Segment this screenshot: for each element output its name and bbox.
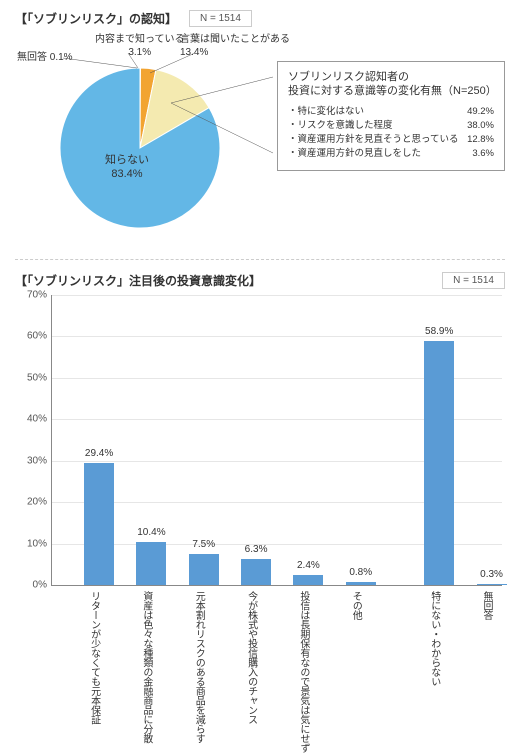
y-tick: 0% bbox=[15, 580, 47, 591]
bar bbox=[477, 584, 507, 585]
divider bbox=[15, 259, 505, 260]
bar-value-label: 58.9% bbox=[425, 326, 453, 337]
x-label: 今が株式や投信購入のチャンス bbox=[245, 591, 257, 724]
y-tick: 50% bbox=[15, 372, 47, 383]
pie-svg bbox=[55, 63, 225, 233]
callout-row: ・リスクを意識した程度38.0% bbox=[288, 119, 494, 133]
y-tick: 60% bbox=[15, 331, 47, 342]
callout-row: ・資産運用方針を見直そうと思っている12.8% bbox=[288, 133, 494, 147]
bar-plot: 29.4% 10.4% 7.5% 6.3% 2.4% 0.8% 58.9% 0.3% bbox=[51, 295, 502, 586]
x-label: リターンが少なくても元本保証 bbox=[88, 591, 100, 724]
bar-value-label: 7.5% bbox=[192, 539, 215, 550]
bar bbox=[346, 582, 376, 585]
y-tick: 30% bbox=[15, 455, 47, 466]
bar-value-label: 6.3% bbox=[245, 544, 268, 555]
pie-title: 【「ソブリンリスク」の認知】 bbox=[15, 10, 177, 27]
pie-n-label: N = 1514 bbox=[189, 10, 252, 27]
bar-value-label: 0.8% bbox=[349, 567, 372, 578]
pie-label-unknown: 知らない83.4% bbox=[105, 153, 149, 182]
bar-value-label: 10.4% bbox=[137, 527, 165, 538]
x-label: 特にない・わからない bbox=[428, 591, 440, 686]
bar-chart: 29.4% 10.4% 7.5% 6.3% 2.4% 0.8% 58.9% 0.3% 0% 10… bbox=[15, 295, 505, 675]
y-tick: 70% bbox=[15, 290, 47, 301]
bar bbox=[84, 463, 114, 585]
pie-label-heard: 言葉は聞いたことがある13.4% bbox=[180, 33, 290, 59]
bar-n-label: N = 1514 bbox=[442, 272, 505, 289]
pie-chart: 無回答 0.1% 内容まで知っている3.1% 言葉は聞いたことがある13.4% … bbox=[15, 33, 505, 253]
bar-value-label: 0.3% bbox=[480, 569, 503, 580]
bar bbox=[136, 542, 166, 585]
x-label: 投信は長期保有なので景気は気にせず bbox=[297, 591, 309, 753]
x-label: 無回答 bbox=[481, 591, 493, 620]
callout-row: ・特に変化はない49.2% bbox=[288, 105, 494, 119]
bar-value-label: 2.4% bbox=[297, 560, 320, 571]
bar-value-label: 29.4% bbox=[85, 448, 113, 459]
bar bbox=[424, 341, 454, 585]
y-tick: 20% bbox=[15, 497, 47, 508]
bar bbox=[189, 554, 219, 585]
callout-box: ソブリンリスク認知者の 投資に対する意識等の変化有無（N=250） ・特に変化は… bbox=[277, 61, 505, 171]
callout-row: ・資産運用方針の見直しをした3.6% bbox=[288, 147, 494, 161]
bar bbox=[241, 559, 271, 585]
y-tick: 40% bbox=[15, 414, 47, 425]
x-label: その他 bbox=[350, 591, 362, 620]
x-label: 資産は色々な種類の金融商品に分散 bbox=[140, 591, 152, 743]
grid-line bbox=[52, 295, 502, 296]
bar bbox=[293, 575, 323, 585]
callout-title: ソブリンリスク認知者の 投資に対する意識等の変化有無（N=250） bbox=[288, 70, 494, 99]
pie-label-detail: 内容まで知っている3.1% bbox=[95, 33, 185, 59]
x-label: 元本割れリスクのある商品を減らす bbox=[193, 591, 205, 743]
bar-title: 【「ソブリンリスク」注目後の投資意識変化】 bbox=[15, 272, 261, 289]
y-tick: 10% bbox=[15, 538, 47, 549]
